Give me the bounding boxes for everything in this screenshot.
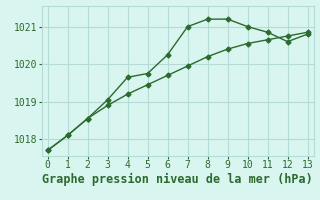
X-axis label: Graphe pression niveau de la mer (hPa): Graphe pression niveau de la mer (hPa) [42,173,313,186]
